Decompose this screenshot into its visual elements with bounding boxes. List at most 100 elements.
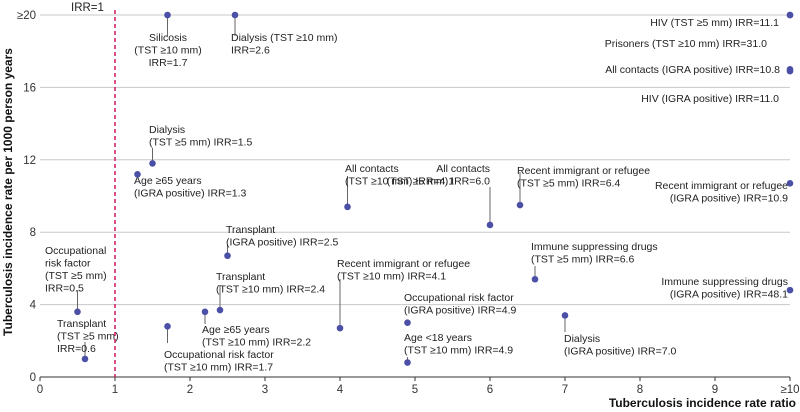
annotation-line: IRR=0.6 — [57, 343, 96, 355]
annotation-line: Dialysis (TST ≥10 mm) — [231, 32, 338, 44]
point-annotation: All contacts (IGRA positive) IRR=10.8 — [605, 64, 780, 76]
data-point — [786, 67, 794, 75]
reference-line-label: IRR=1 — [71, 2, 104, 14]
annotation-line: (IGRA positive) IRR=1.3 — [134, 188, 246, 200]
annotation-line: (TST ≥10 mm) IRR=2.4 — [216, 284, 325, 296]
annotation-line: Recent immigrant or refugee — [517, 165, 650, 177]
annotation-line: (IGRA positive) IRR=10.9 — [670, 193, 788, 205]
annotation-line: Transplant — [216, 271, 265, 283]
data-point — [486, 221, 494, 229]
point-annotation: Immune suppressing drugs (TST ≥5 mm) IRR=… — [531, 241, 658, 266]
y-tick-label: 16 — [23, 82, 36, 94]
annotation-line: (TST ≥5 mm) IRR=6.6 — [531, 254, 634, 266]
data-point — [404, 359, 411, 366]
data-point — [516, 201, 524, 209]
point-annotation: Age ≥65 years (IGRA positive) IRR=1.3 — [134, 175, 246, 200]
x-tick-label: 4 — [337, 384, 344, 396]
annotation-line: (TST ≥5 mm) IRR=6.0 — [387, 176, 490, 188]
annotation-line: Age ≥65 years — [134, 175, 202, 187]
annotation-line: (IGRA positive) IRR=2.5 — [226, 237, 338, 249]
point-layer — [74, 11, 794, 366]
annotation-line: Dialysis — [149, 124, 185, 136]
annotation-line: Dialysis — [564, 333, 600, 345]
annotation-line: IRR=0.5 — [45, 283, 84, 295]
data-point — [344, 203, 351, 211]
annotation-line: All contacts — [436, 163, 490, 175]
point-annotation: Immune suppressing drugs (IGRA positive) … — [661, 276, 788, 301]
data-point — [216, 306, 224, 314]
y-tick-label: 4 — [30, 300, 37, 312]
annotation-line: (TST ≥5 mm) — [45, 270, 107, 282]
annotation-line: Age <18 years — [404, 332, 472, 344]
annotation-line: HIV (IGRA positive) IRR=11.0 — [641, 93, 779, 105]
y-tick-label: ≥20 — [17, 10, 36, 22]
annotation-line: Silicosis — [149, 32, 187, 44]
x-tick-label: 9 — [712, 384, 718, 396]
annotation-line: (TST ≥10 mm) IRR=4.9 — [404, 345, 513, 357]
annotation-layer: Silicosis (TST ≥10 mm) IRR=1.7 Dialysis (TS… — [45, 17, 788, 374]
point-annotation: Age <18 years (TST ≥10 mm) IRR=4.9 — [404, 332, 513, 357]
point-annotation: Transplant (TST ≥10 mm) IRR=2.4 — [216, 271, 325, 296]
x-tick-label: 7 — [562, 384, 568, 396]
annotation-line: (TST ≥10 mm) IRR=4.1 — [345, 176, 454, 188]
x-tick-label: 0 — [37, 384, 43, 396]
annotation-line: risk factor — [45, 258, 91, 270]
point-annotation: Dialysis (TST ≥5 mm) IRR=1.5 — [149, 124, 252, 149]
data-point — [786, 180, 794, 187]
data-point — [336, 324, 344, 332]
annotation-line: All contacts — [345, 163, 399, 175]
data-point — [224, 252, 231, 260]
annotation-line: (TST ≥5 mm) IRR=6.4 — [517, 178, 620, 190]
point-annotation: Occupational risk factor (IGRA positive) … — [404, 292, 516, 317]
x-tick-label: ≥10 — [780, 384, 799, 396]
data-point — [404, 319, 411, 327]
x-tick-label: 3 — [262, 384, 268, 396]
annotation-line: (TST ≥5 mm) — [57, 331, 119, 343]
annotation-line: Prisoners (TST ≥10 mm) IRR=31.0 — [605, 38, 767, 50]
data-point — [201, 308, 209, 316]
point-annotation: Occupational risk factor (TST ≥5 mm) IRR=0.… — [45, 245, 107, 295]
annotation-line: (TST ≥5 mm) IRR=1.5 — [149, 137, 252, 149]
annotation-line: (TST ≥10 mm) — [134, 45, 201, 57]
annotation-line: (IGRA positive) IRR=4.9 — [404, 305, 516, 317]
point-annotation: Prisoners (TST ≥10 mm) IRR=31.0 — [605, 38, 767, 50]
point-annotation: HIV (IGRA positive) IRR=11.0 — [641, 93, 779, 105]
y-tick-label: 0 — [30, 372, 36, 384]
annotation-line: All contacts (IGRA positive) IRR=10.8 — [605, 64, 780, 76]
point-annotation: Recent immigrant or refugee (TST ≥10 mm) … — [337, 258, 470, 283]
data-point — [786, 11, 794, 19]
data-point — [164, 11, 171, 19]
annotation-line: Occupational risk factor — [404, 292, 514, 304]
data-point — [74, 308, 81, 316]
annotation-line: Occupational risk factor — [164, 349, 274, 361]
data-point — [81, 355, 89, 363]
annotation-line: Immune suppressing drugs — [531, 241, 658, 253]
data-point — [531, 275, 539, 283]
point-annotation: Dialysis (IGRA positive) IRR=7.0 — [564, 333, 676, 358]
point-annotation: HIV (TST ≥5 mm) IRR=11.1 — [650, 17, 779, 29]
point-annotation: Recent immigrant or refugee (TST ≥5 mm) I… — [517, 165, 650, 190]
point-annotation: Silicosis (TST ≥10 mm) IRR=1.7 — [134, 32, 201, 69]
y-axis-title: Tuberculosis incidence rate per 1000 per… — [1, 48, 15, 336]
annotation-line: Recent immigrant or refugee — [337, 258, 470, 270]
x-tick-label: 5 — [412, 384, 418, 396]
annotation-line: Recent immigrant or refugee — [655, 180, 788, 192]
annotation-line: Age ≥65 years — [202, 324, 270, 336]
point-annotation: Transplant (TST ≥5 mm) IRR=0.6 — [57, 318, 119, 355]
annotation-line: (TST ≥10 mm) IRR=2.2 — [202, 337, 311, 349]
x-axis-title: Tuberculosis incidence rate ratio — [609, 396, 796, 410]
point-annotation: Age ≥65 years (TST ≥10 mm) IRR=2.2 — [202, 324, 311, 349]
data-point — [561, 312, 569, 319]
x-tick-label: 6 — [487, 384, 493, 396]
point-annotation: All contacts (TST ≥5 mm) IRR=6.0 — [387, 163, 490, 188]
annotation-line: Transplant — [57, 318, 106, 330]
point-annotation: Dialysis (TST ≥10 mm) IRR=2.6 — [231, 32, 338, 57]
annotation-line: Immune suppressing drugs — [661, 276, 788, 288]
annotation-line: IRR=1.7 — [149, 57, 188, 69]
x-tick-label: 1 — [112, 384, 118, 396]
annotation-line: (TST ≥10 mm) IRR=1.7 — [164, 362, 273, 374]
x-tick-label: 2 — [187, 384, 193, 396]
annotation-line: HIV (TST ≥5 mm) IRR=11.1 — [650, 17, 779, 29]
